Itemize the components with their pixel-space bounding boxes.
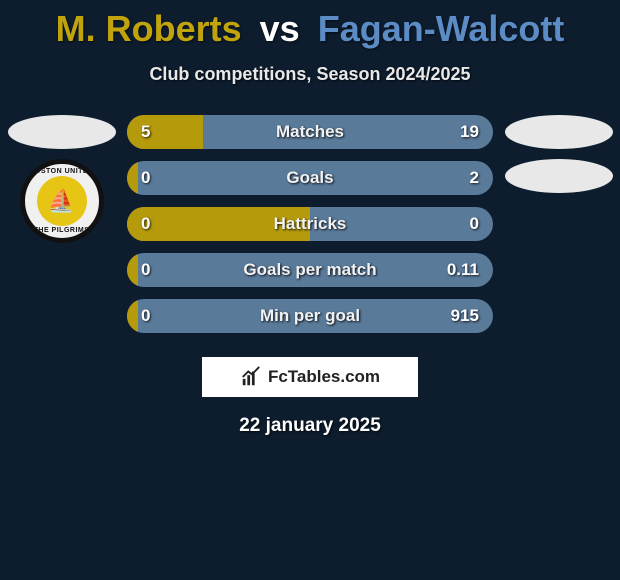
club-crest: BOSTON UNITED ⛵ THE PILGRIMS (20, 159, 104, 243)
stat-bars: 5 Matches 19 0 Goals 2 0 Hattricks 0 0 Goals per m… (119, 115, 501, 333)
stat-fill-left (127, 115, 203, 149)
stat-row: 0 Hattricks 0 (127, 207, 493, 241)
player1-name: M. Roberts (56, 8, 242, 49)
stat-value-left: 0 (141, 168, 150, 188)
stat-label: Min per goal (260, 306, 360, 326)
right-side (501, 115, 616, 193)
player1-avatar-placeholder (8, 115, 116, 149)
player2-name: Fagan-Walcott (318, 8, 565, 49)
stat-label: Matches (276, 122, 344, 142)
stat-value-right: 915 (451, 306, 479, 326)
stat-value-left: 0 (141, 306, 150, 326)
stat-value-right: 19 (460, 122, 479, 142)
brand-text: FcTables.com (268, 367, 380, 387)
date-label: 22 january 2025 (0, 415, 620, 437)
player2-avatar-placeholder (505, 115, 613, 149)
stat-label: Hattricks (274, 214, 347, 234)
stat-value-left: 5 (141, 122, 150, 142)
brand-badge: FcTables.com (202, 357, 418, 397)
left-side: BOSTON UNITED ⛵ THE PILGRIMS (4, 115, 119, 243)
stat-value-right: 2 (470, 168, 479, 188)
stat-value-left: 0 (141, 214, 150, 234)
stat-fill-left (127, 161, 138, 195)
chart-icon (240, 366, 262, 388)
stat-label: Goals per match (243, 260, 376, 280)
container: M. Roberts vs Fagan-Walcott Club competi… (0, 0, 620, 437)
stat-label: Goals (286, 168, 333, 188)
crest-text-bottom: THE PILGRIMS (34, 227, 90, 234)
stat-row: 0 Goals 2 (127, 161, 493, 195)
stat-row: 5 Matches 19 (127, 115, 493, 149)
main-content: BOSTON UNITED ⛵ THE PILGRIMS 5 Matches 19 0… (0, 115, 620, 333)
player2-club-placeholder (505, 159, 613, 193)
stat-fill-left (127, 299, 138, 333)
page-title: M. Roberts vs Fagan-Walcott (0, 0, 620, 50)
vs-label: vs (260, 8, 300, 49)
stat-row: 0 Goals per match 0.11 (127, 253, 493, 287)
crest-icon: ⛵ (37, 176, 87, 226)
subtitle: Club competitions, Season 2024/2025 (0, 64, 620, 85)
stat-value-right: 0 (470, 214, 479, 234)
stat-row: 0 Min per goal 915 (127, 299, 493, 333)
stat-value-left: 0 (141, 260, 150, 280)
crest-text-top: BOSTON UNITED (29, 168, 93, 175)
stat-fill-left (127, 253, 138, 287)
stat-value-right: 0.11 (447, 260, 479, 280)
